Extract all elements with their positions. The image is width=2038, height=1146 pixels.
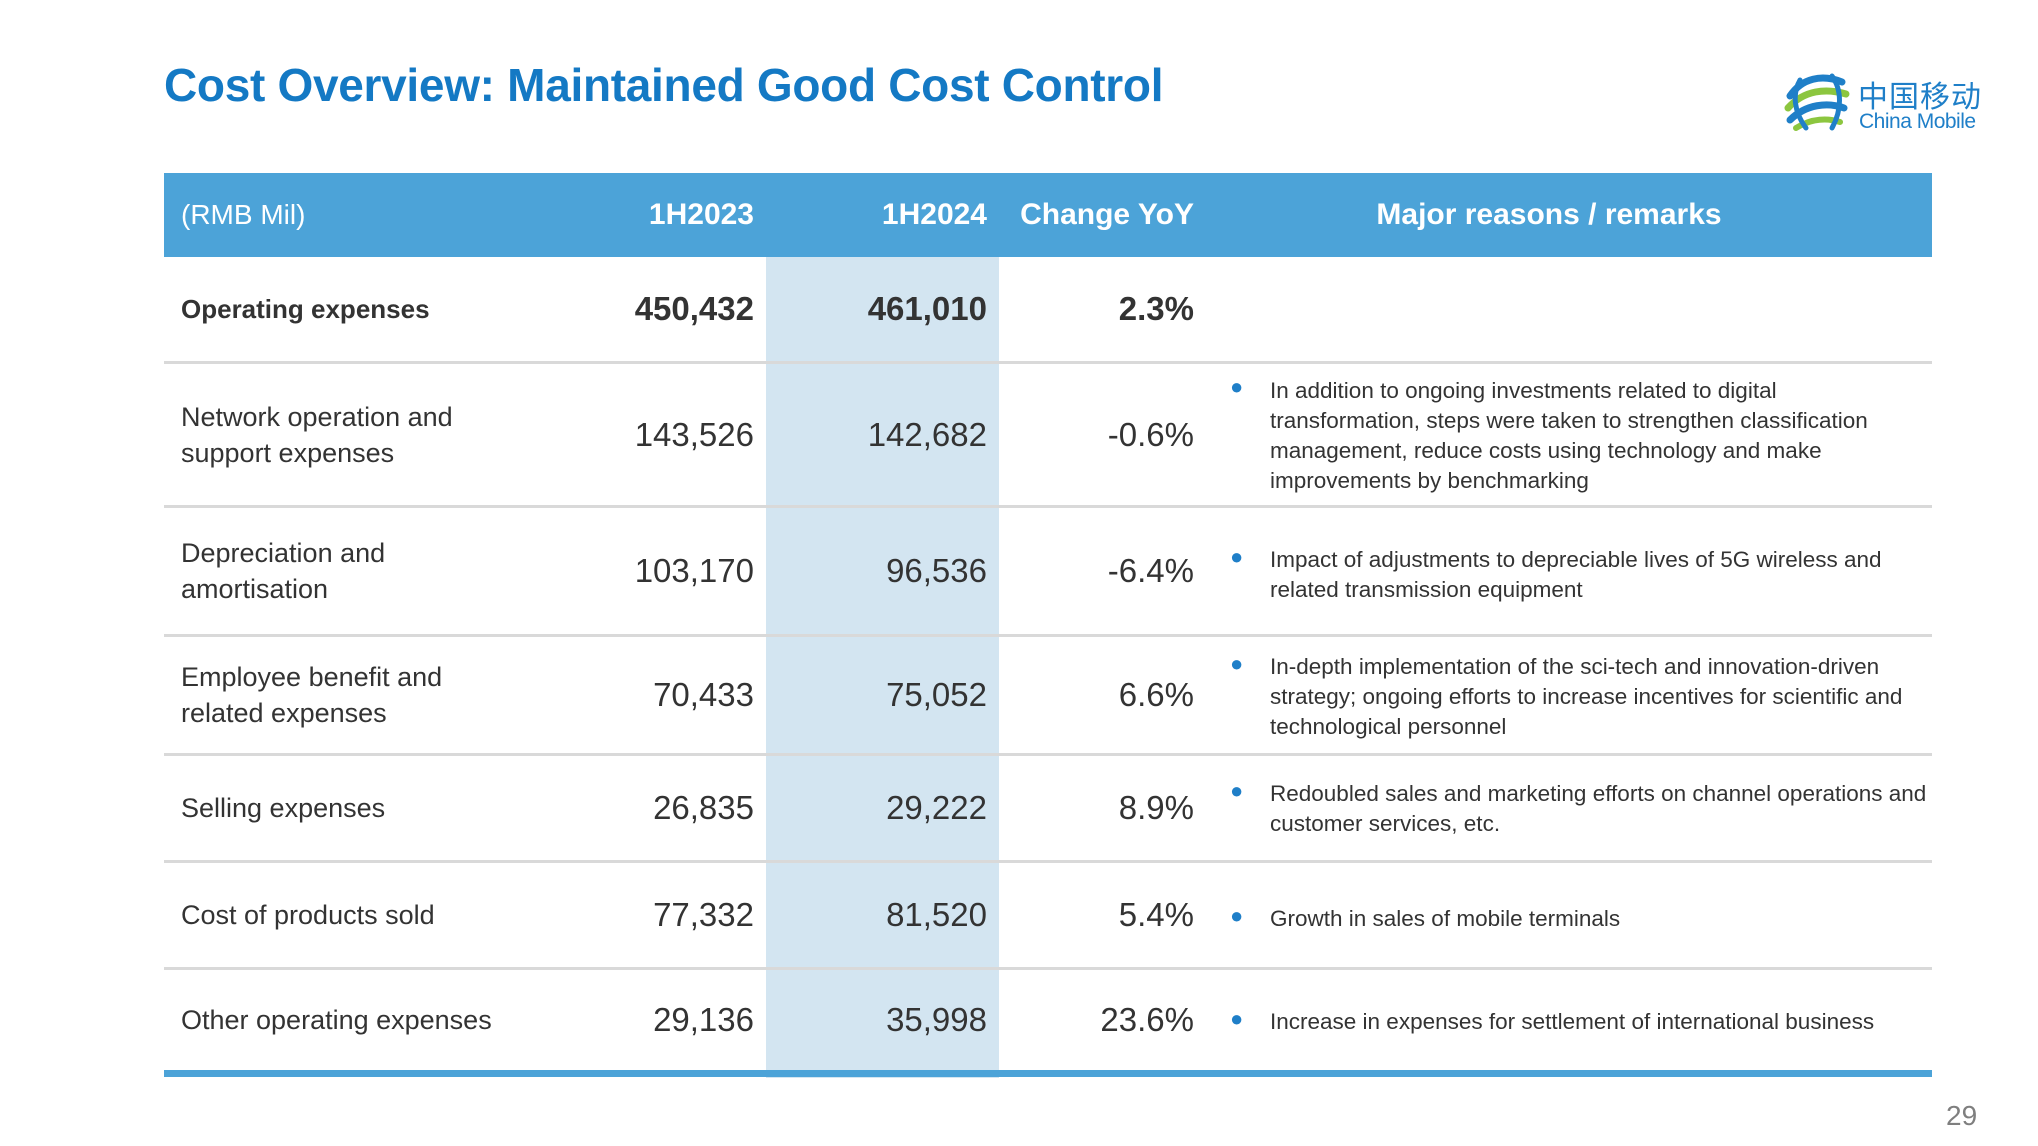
header-change-yoy: Change YoY <box>1020 198 1194 231</box>
bullet-icon: ● <box>1230 903 1244 928</box>
logo-text-en: China Mobile <box>1859 110 1976 133</box>
value-1h2024: 461,010 <box>867 290 987 327</box>
value-1h2024: 29,222 <box>886 789 987 826</box>
value-change-yoy: -0.6% <box>1107 415 1194 453</box>
value-1h2024: 81,520 <box>886 896 987 933</box>
value-1h2023: 26,835 <box>653 789 754 826</box>
table-row: Network operation and support expenses 1… <box>164 364 1932 508</box>
value-1h2024: 96,536 <box>886 552 987 589</box>
row-remark: In addition to ongoing investments relat… <box>1270 378 1868 493</box>
table-row: Other operating expenses 29,136 35,998 2… <box>164 970 1932 1077</box>
row-label: Network operation and support expenses <box>181 401 453 468</box>
bullet-icon: ● <box>1230 544 1244 569</box>
value-1h2023: 29,136 <box>653 1001 754 1038</box>
value-1h2024: 35,998 <box>886 1001 987 1038</box>
page-number: 29 <box>1946 1100 1978 1131</box>
header-1h2024: 1H2024 <box>881 198 987 231</box>
value-change-yoy: 23.6% <box>1100 1001 1194 1038</box>
row-remark: In-depth implementation of the sci-tech … <box>1270 654 1903 739</box>
row-remark: Impact of adjustments to depreciable liv… <box>1270 547 1882 602</box>
page-title: Cost Overview: Maintained Good Cost Cont… <box>164 59 1164 111</box>
row-remark: Growth in sales of mobile terminals <box>1270 906 1621 931</box>
bullet-icon: ● <box>1230 778 1244 803</box>
value-1h2024: 142,682 <box>867 415 987 453</box>
row-remark: Redoubled sales and marketing efforts on… <box>1270 781 1927 836</box>
header-remarks: Major reasons / remarks <box>1376 198 1722 231</box>
row-label: Selling expenses <box>181 793 386 823</box>
value-1h2023: 77,332 <box>653 896 754 933</box>
bullet-icon: ● <box>1230 1006 1244 1031</box>
table-row: Depreciation and amortisation 103,170 96… <box>164 508 1932 637</box>
row-label: Employee benefit and related expenses <box>181 662 443 728</box>
logo-text-cn: 中国移动 <box>1858 80 1982 115</box>
value-1h2023: 143,526 <box>634 415 754 453</box>
table-row: Operating expenses 450,432 461,010 2.3% <box>164 257 1932 364</box>
bullet-icon: ● <box>1230 651 1244 676</box>
table-header: (RMB Mil) 1H2023 1H2024 Change YoY Major… <box>164 173 1932 257</box>
header-1h2023: 1H2023 <box>648 198 754 231</box>
table-row: Cost of products sold 77,332 81,520 5.4%… <box>164 863 1932 970</box>
value-change-yoy: 8.9% <box>1118 789 1194 826</box>
row-label: Operating expenses <box>181 294 430 324</box>
value-change-yoy: 2.3% <box>1118 290 1194 327</box>
row-remark: Increase in expenses for settlement of i… <box>1270 1009 1875 1034</box>
row-label: Other operating expenses <box>181 1005 492 1035</box>
row-label: Cost of products sold <box>181 900 435 930</box>
header-unit: (RMB Mil) <box>181 199 306 230</box>
china-mobile-logo-icon <box>1784 73 1850 131</box>
company-logo: 中国移动 China Mobile <box>1782 68 2002 138</box>
value-1h2024: 75,052 <box>886 676 987 713</box>
value-1h2023: 70,433 <box>653 676 754 713</box>
value-change-yoy: 6.6% <box>1118 676 1194 713</box>
highlight-column-1h2024 <box>766 257 999 1078</box>
row-label: Depreciation and amortisation <box>181 538 386 604</box>
bullet-icon: ● <box>1230 374 1244 399</box>
table-row: Employee benefit and related expenses 70… <box>164 637 1932 756</box>
cost-table: (RMB Mil) 1H2023 1H2024 Change YoY Major… <box>164 173 1932 1078</box>
value-1h2023: 450,432 <box>634 290 754 327</box>
value-change-yoy: 5.4% <box>1118 896 1194 933</box>
value-change-yoy: -6.4% <box>1107 552 1194 589</box>
value-1h2023: 103,170 <box>634 552 754 589</box>
table-row: Selling expenses 26,835 29,222 8.9% ● Re… <box>164 756 1932 863</box>
